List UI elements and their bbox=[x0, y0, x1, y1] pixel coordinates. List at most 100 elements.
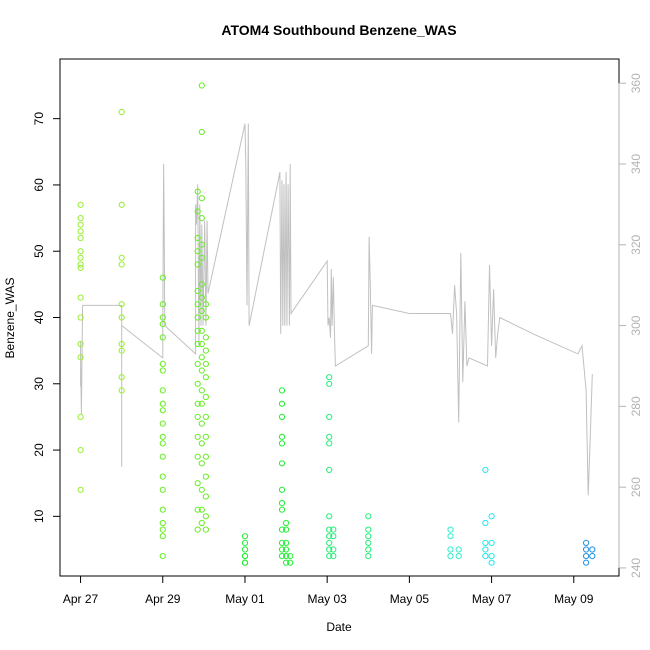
data-point bbox=[278, 506, 286, 513]
data-point bbox=[202, 393, 209, 401]
data-point bbox=[278, 539, 286, 547]
data-point bbox=[241, 539, 249, 547]
data-point bbox=[278, 400, 286, 407]
plot-area-frame bbox=[59, 58, 620, 577]
data-point bbox=[488, 559, 495, 566]
data-point bbox=[583, 546, 590, 553]
data-point bbox=[326, 374, 333, 381]
data-point bbox=[589, 553, 596, 560]
x-tick-label: May 09 bbox=[554, 592, 594, 606]
data-point bbox=[330, 553, 337, 560]
data-point bbox=[283, 553, 290, 560]
y-axis-label: Benzene_WAS bbox=[3, 278, 17, 359]
data-point bbox=[77, 314, 84, 321]
data-point bbox=[194, 340, 201, 348]
secondary-y-tick-label: 260 bbox=[629, 477, 643, 497]
data-point bbox=[482, 539, 489, 547]
x-axis: Apr 27 Apr 29 May 01 May 03 May 05 May 07 May … bbox=[63, 575, 594, 606]
data-point bbox=[202, 314, 209, 321]
data-point bbox=[194, 301, 201, 308]
chart-title: ATOM4 Southbound Benzene_WAS bbox=[221, 22, 456, 38]
x-axis-label: Date bbox=[326, 620, 352, 634]
data-point bbox=[326, 433, 333, 440]
data-point bbox=[455, 553, 462, 560]
data-point bbox=[365, 526, 372, 533]
data-point bbox=[447, 546, 454, 553]
x-tick-label: Apr 27 bbox=[63, 592, 99, 606]
scatter-points bbox=[77, 82, 596, 566]
data-point bbox=[278, 440, 286, 447]
data-point bbox=[77, 254, 84, 261]
data-point bbox=[198, 128, 205, 135]
data-point bbox=[198, 241, 205, 248]
y-tick-label: 60 bbox=[32, 178, 46, 192]
data-point bbox=[488, 513, 495, 520]
data-point bbox=[118, 254, 125, 261]
data-point bbox=[159, 301, 166, 308]
data-point bbox=[365, 539, 372, 547]
data-point bbox=[159, 387, 166, 394]
data-point bbox=[198, 387, 205, 394]
data-point bbox=[194, 400, 201, 407]
data-point bbox=[159, 360, 166, 367]
data-point bbox=[77, 294, 84, 301]
data-point bbox=[326, 413, 333, 420]
data-point bbox=[241, 546, 249, 553]
data-point bbox=[118, 374, 125, 381]
y-tick-label: 30 bbox=[32, 377, 46, 391]
data-point bbox=[77, 354, 84, 361]
data-point bbox=[159, 526, 166, 533]
data-point bbox=[482, 466, 489, 473]
secondary-y-tick-label: 340 bbox=[629, 154, 643, 174]
data-point bbox=[583, 539, 590, 547]
secondary-y-tick-label: 240 bbox=[629, 558, 643, 578]
data-point bbox=[326, 513, 333, 520]
data-point bbox=[194, 506, 201, 513]
data-point bbox=[202, 513, 209, 520]
data-point bbox=[198, 195, 205, 202]
data-point bbox=[202, 433, 209, 440]
data-point bbox=[194, 287, 201, 295]
data-point bbox=[198, 460, 205, 467]
data-point bbox=[278, 460, 286, 467]
y-tick-label: 70 bbox=[32, 112, 46, 126]
data-point bbox=[159, 533, 166, 540]
y-tick-label: 40 bbox=[32, 311, 46, 325]
secondary-y-tick-label: 320 bbox=[629, 234, 643, 254]
data-point bbox=[77, 234, 84, 242]
data-point bbox=[194, 526, 201, 533]
data-point bbox=[202, 334, 209, 341]
data-point bbox=[118, 347, 125, 354]
x-tick-label: May 03 bbox=[307, 592, 347, 606]
data-point bbox=[202, 526, 209, 533]
data-point bbox=[326, 440, 333, 447]
data-point bbox=[330, 546, 337, 553]
data-point bbox=[365, 513, 372, 520]
secondary-series-line bbox=[80, 123, 593, 496]
y-tick-label: 10 bbox=[32, 509, 46, 523]
data-point bbox=[118, 301, 125, 308]
data-point bbox=[159, 553, 166, 560]
data-point bbox=[365, 533, 372, 540]
data-point bbox=[159, 519, 166, 527]
data-point bbox=[202, 453, 209, 460]
data-point bbox=[326, 526, 333, 533]
data-point bbox=[194, 248, 201, 255]
x-tick-label: May 01 bbox=[225, 592, 265, 606]
y-axis: 10 20 30 40 50 60 70 bbox=[32, 112, 61, 523]
data-point bbox=[198, 400, 205, 407]
x-tick-label: May 07 bbox=[472, 592, 512, 606]
data-point bbox=[159, 420, 166, 427]
data-point bbox=[198, 340, 205, 348]
data-point bbox=[278, 546, 286, 553]
data-point bbox=[77, 261, 84, 268]
data-point bbox=[159, 314, 166, 321]
data-point bbox=[326, 533, 333, 540]
data-point bbox=[283, 539, 290, 547]
data-point bbox=[278, 486, 286, 493]
data-point bbox=[241, 553, 249, 560]
data-point bbox=[159, 400, 166, 407]
data-point bbox=[194, 327, 201, 334]
data-point bbox=[118, 261, 125, 268]
data-point bbox=[198, 367, 205, 374]
